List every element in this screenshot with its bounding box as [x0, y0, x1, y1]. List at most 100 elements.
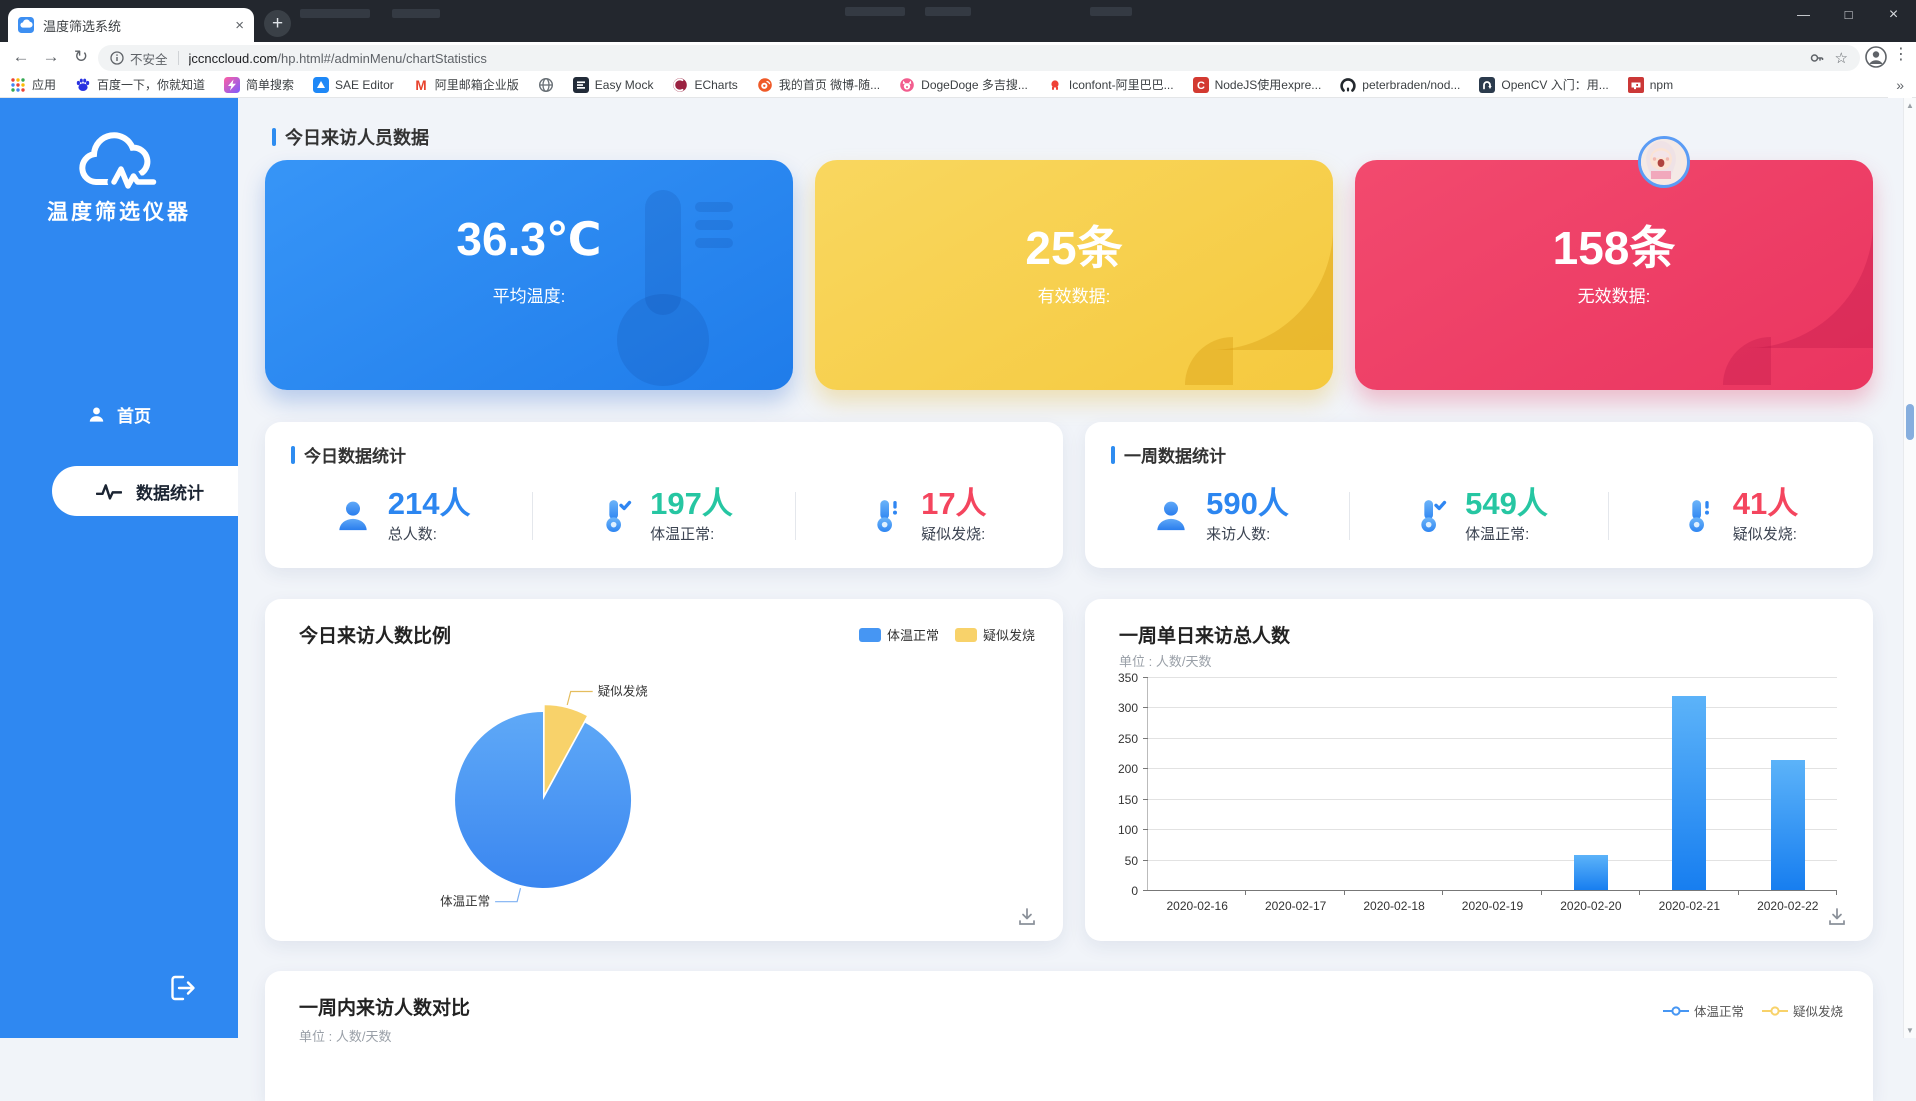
sidebar-item-home[interactable]: 首页 [0, 394, 238, 434]
bar-chart-card: 一周单日来访总人数 单位 : 人数/天数 350 300 250 200 150 100 5… [1085, 599, 1873, 941]
stat-item: 549人 体温正常: [1350, 480, 1608, 552]
bookmark-item[interactable]: npm [1627, 76, 1673, 93]
legend-label: 疑似发烧 [982, 628, 1035, 643]
browser-tab-strip: 温度筛选系统 × + — □ × [0, 0, 1916, 42]
refresh-button[interactable]: ↻ [73, 47, 89, 66]
y-axis-label: 250 [1117, 731, 1138, 746]
info-icon[interactable] [110, 51, 124, 65]
bookmark-item[interactable]: peterbraden/nod... [1340, 77, 1460, 93]
legend-item[interactable]: 体温正常 [1662, 1001, 1744, 1020]
summary-value: 36.3℃ [456, 213, 602, 265]
bookmark-item[interactable]: 百度一下，你就知道 [75, 76, 205, 93]
profile-avatar-icon[interactable] [1864, 45, 1888, 74]
gridline [1148, 829, 1837, 831]
window-close-button[interactable]: × [1888, 5, 1899, 23]
bookmark-label: Iconfont-阿里巴巴... [1068, 78, 1174, 92]
scroll-up-icon[interactable]: ▲ [1906, 101, 1914, 110]
bar-2020-02-22[interactable] [1770, 759, 1805, 890]
tab-close-icon[interactable]: × [235, 16, 244, 34]
chart-unit-label: 单位 : 人数/天数 [299, 1029, 392, 1044]
page-scrollbar[interactable]: ▲ ▼ [1903, 98, 1916, 1038]
legend-item[interactable]: 疑似发烧 [954, 625, 1035, 644]
stat-item: 41人 疑似发烧: [1609, 480, 1867, 552]
section-title: 今日来访人员数据 [285, 128, 429, 148]
bookmark-item[interactable]: M 阿里邮箱企业版 [413, 76, 519, 93]
bookmark-item[interactable]: SAE Editor [313, 76, 394, 93]
legend-label: 体温正常 [886, 628, 939, 643]
github-icon [1340, 77, 1356, 93]
logout-icon[interactable] [166, 972, 198, 1004]
download-icon[interactable] [1017, 907, 1037, 927]
bookmark-item[interactable]: 我的首页 微博-随... [757, 76, 880, 93]
x-axis-label: 2020-02-20 [1560, 899, 1622, 913]
stat-item: 17人 疑似发烧: [796, 480, 1057, 552]
bookmarks-overflow-button[interactable]: » [1888, 72, 1912, 98]
avatar[interactable] [1638, 136, 1690, 188]
background-window-artifact [845, 7, 905, 16]
bookmark-star-icon[interactable]: ☆ [1834, 50, 1848, 67]
card-title: 一周数据统计 [1124, 447, 1226, 466]
pie-label-fever: 疑似发烧 [598, 684, 649, 699]
y-axis-label: 50 [1124, 853, 1138, 868]
window-minimize-button[interactable]: — [1797, 7, 1810, 22]
bookmark-label: 简单搜索 [246, 78, 295, 92]
download-icon[interactable] [1827, 907, 1847, 927]
scrollbar-thumb[interactable] [1906, 404, 1914, 440]
thermometer-ghost-icon [617, 190, 733, 386]
svg-text:C: C [1197, 80, 1205, 92]
background-window-artifact [925, 7, 971, 16]
y-axis-label: 150 [1117, 792, 1138, 807]
browser-tab[interactable]: 温度筛选系统 × [8, 8, 254, 42]
summary-card-valid-data: 25条 有效数据: [815, 160, 1333, 390]
pie-slice-normal[interactable] [455, 712, 632, 888]
bookmark-label: 我的首页 微博-随... [778, 78, 881, 92]
waveform-icon [96, 481, 122, 501]
new-tab-button[interactable]: + [264, 10, 291, 37]
bookmark-label: OpenCV 入门：用... [1501, 78, 1609, 92]
bookmark-item[interactable]: Iconfont-阿里巴巴... [1046, 76, 1174, 93]
pie-slice-fever[interactable] [544, 705, 587, 794]
bar-2020-02-20[interactable] [1573, 855, 1608, 890]
bookmark-item[interactable]: ECharts [672, 77, 738, 93]
y-axis-tick [1143, 829, 1148, 831]
simple-search-icon [224, 76, 241, 93]
bookmark-item[interactable] [538, 77, 554, 93]
legend-item[interactable]: 疑似发烧 [1761, 1001, 1843, 1020]
y-axis-label: 300 [1117, 701, 1138, 716]
svg-text:M: M [415, 77, 426, 92]
sidebar-item-statistics[interactable]: 数据统计 [52, 466, 238, 516]
stat-divider [1608, 492, 1609, 540]
url-text: jccnccloud.com/hp.html#/adminMenu/chartS… [188, 50, 487, 66]
stat-label: 总人数: [387, 526, 437, 543]
card-header: 今日数据统计 [291, 442, 406, 467]
summary-value: 158条 [1552, 222, 1676, 274]
legend-item[interactable]: 体温正常 [858, 625, 939, 644]
compare-chart-card: 一周内来访人数对比 单位 : 人数/天数 体温正常 疑似发烧 [265, 971, 1873, 1101]
stat-item: 214人 总人数: [271, 480, 532, 552]
y-axis-tick [1143, 677, 1148, 678]
bookmark-item[interactable]: OpenCV 入门：用... [1479, 76, 1609, 93]
bookmark-item[interactable]: Easy Mock [572, 76, 653, 93]
password-key-icon[interactable] [1809, 50, 1825, 66]
sidebar-item-label: 数据统计 [136, 483, 204, 503]
forward-button[interactable]: → [42, 47, 60, 66]
scroll-down-icon[interactable]: ▼ [1906, 1026, 1914, 1035]
gridline [1148, 677, 1837, 678]
back-button[interactable]: ← [12, 47, 30, 66]
summary-card-average-temperature: 36.3℃ 平均温度: [265, 160, 793, 390]
bookmark-item[interactable]: 简单搜索 [224, 76, 294, 93]
bar-2020-02-21[interactable] [1672, 696, 1707, 890]
line-marker-icon [1761, 1005, 1788, 1016]
bookmark-item[interactable]: 应用 [10, 76, 56, 93]
legend-swatch [858, 627, 881, 642]
address-bar[interactable]: 不安全 jccnccloud.com/hp.html#/adminMenu/ch… [98, 45, 1860, 71]
bookmark-item[interactable]: C NodeJS使用expre... [1192, 76, 1321, 93]
bookmark-item[interactable]: DogeDoge 多吉搜... [899, 76, 1028, 93]
window-maximize-button[interactable]: □ [1844, 7, 1853, 22]
chart-unit-label: 单位 : 人数/天数 [1119, 654, 1212, 669]
opencv-icon [1479, 76, 1496, 93]
browser-menu-icon[interactable]: ⋮ [1893, 46, 1909, 63]
stat-value: 590人 [1206, 486, 1289, 521]
dogedoge-icon [899, 77, 915, 93]
